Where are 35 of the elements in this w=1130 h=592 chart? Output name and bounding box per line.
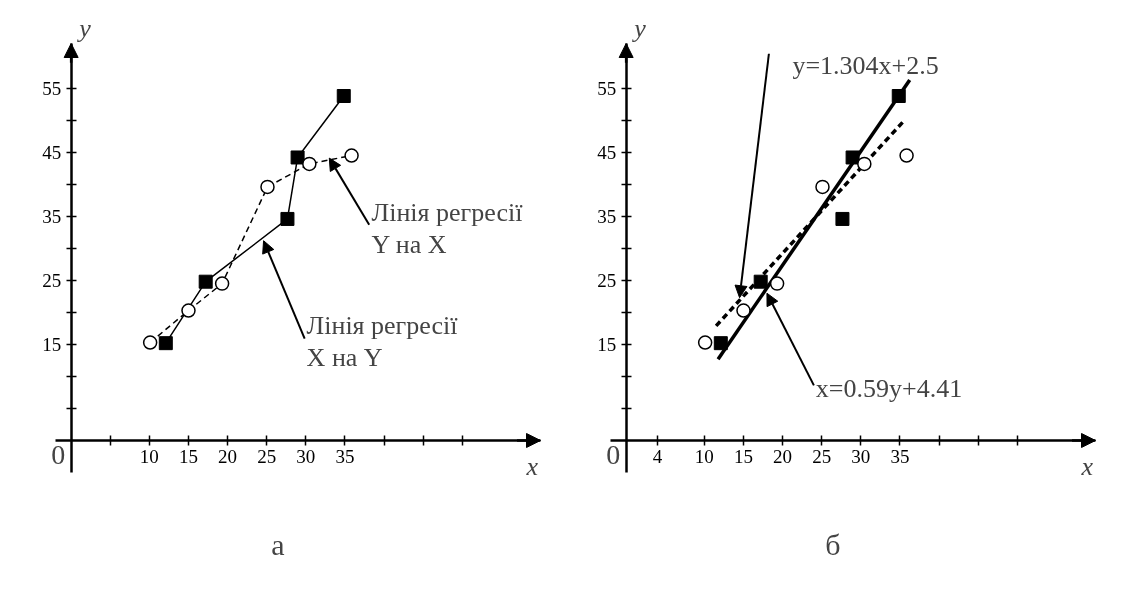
annotation: 0 xyxy=(606,439,621,471)
y-tick-label: 25 xyxy=(597,269,617,291)
annotation: Лінія регресії X на Y xyxy=(306,311,459,373)
y-axis-title: y xyxy=(631,13,647,43)
annotation: 0 xyxy=(51,439,66,471)
y-tick-label: 45 xyxy=(597,141,617,163)
y-tick-label: 55 xyxy=(42,77,62,99)
x-tick-label: 10 xyxy=(694,446,714,468)
x-tick-label: 20 xyxy=(218,446,238,468)
y-tick-label: 45 xyxy=(42,141,62,163)
text: а xyxy=(271,527,285,561)
x-tick-label: 30 xyxy=(851,446,871,468)
y-tick-label: 15 xyxy=(597,333,617,355)
y-tick-label: 15 xyxy=(42,333,62,355)
x-tick-label: 30 xyxy=(296,446,316,468)
x-tick-label: 25 xyxy=(812,446,832,468)
y-axis-title: y xyxy=(76,13,92,43)
x-tick-label: 15 xyxy=(733,446,753,468)
y-tick-label: 25 xyxy=(42,269,62,291)
x-axis-title: x xyxy=(525,452,539,482)
x-tick-label: 10 xyxy=(139,446,159,468)
annotation: x=0.59y+4.41 xyxy=(815,373,963,403)
annotation: Лінія регресії Y на X xyxy=(371,198,524,260)
x-tick-label: 15 xyxy=(178,446,198,468)
x-axis-title: x xyxy=(1080,452,1094,482)
y-tick-label: 35 xyxy=(597,205,617,227)
y-tick-label: 55 xyxy=(597,77,617,99)
x-tick-label: 20 xyxy=(773,446,793,468)
x-tick-label: 35 xyxy=(890,446,910,468)
y-tick-label: 35 xyxy=(42,205,62,227)
text: б xyxy=(825,527,841,561)
x-tick-label: 35 xyxy=(335,446,355,468)
x-tick-label: 25 xyxy=(257,446,277,468)
x-tick-label: 4 xyxy=(652,446,663,468)
annotation: y=1.304x+2.5 xyxy=(792,51,939,81)
